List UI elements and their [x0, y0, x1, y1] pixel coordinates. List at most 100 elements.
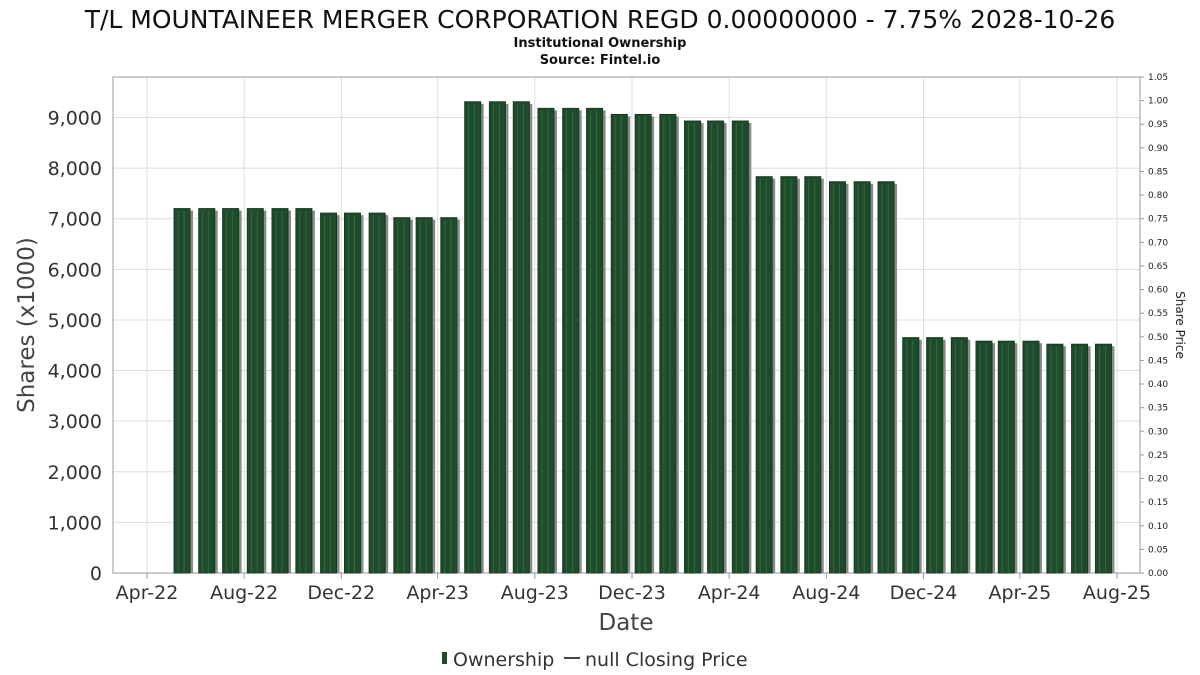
y-tick-label: 4,000	[48, 361, 102, 383]
ownership-bar	[634, 113, 655, 574]
x-tick-label: Apr-22	[116, 582, 179, 604]
ownership-bar-body	[393, 217, 411, 574]
y-tick-label-right: 0.95	[1148, 120, 1168, 130]
legend-price-label: null Closing Price	[585, 649, 748, 671]
y-tick-label: 9,000	[48, 107, 102, 129]
y-tick-label-right: 0.90	[1148, 144, 1168, 154]
y-tick-label: 8,000	[48, 158, 102, 180]
ownership-bar-body	[173, 208, 191, 574]
ownership-bar	[1071, 343, 1091, 574]
ownership-bar	[488, 101, 509, 574]
ownership-bar-body	[997, 340, 1015, 574]
ownership-bar-body	[731, 120, 749, 574]
ownership-bar	[997, 340, 1018, 574]
y-tick-label-right: 0.30	[1148, 427, 1168, 437]
ownership-bar-body	[1094, 343, 1112, 574]
y-tick-label-right: 0.40	[1148, 380, 1168, 390]
ownership-bar	[975, 340, 996, 574]
ownership-bar-body	[1046, 343, 1064, 574]
ownership-bar-body	[198, 208, 216, 574]
ownership-bar	[804, 176, 824, 574]
ownership-bar	[440, 217, 460, 574]
left-axis-ticks: 0 1,000 2,000 3,000 4,000 5,000 6,000 7,000 8,00…	[48, 107, 102, 585]
ownership-bar	[537, 107, 557, 574]
ownership-bar-body	[537, 107, 555, 574]
y-tick-label-right: 1.00	[1148, 97, 1168, 107]
ownership-bar-body	[950, 337, 968, 574]
x-tick-label: Dec-23	[598, 582, 666, 604]
x-tick-label: Dec-22	[307, 582, 375, 604]
y-tick-label: 6,000	[48, 259, 102, 281]
ownership-bar	[828, 181, 849, 574]
ownership-bar	[731, 120, 752, 574]
ownership-bar-body	[659, 113, 677, 574]
ownership-bar-body	[562, 107, 580, 574]
ownership-bar-body	[707, 120, 725, 574]
ownership-bar	[1046, 343, 1066, 574]
ownership-bar	[415, 217, 436, 574]
x-tick-label: Dec-24	[890, 582, 958, 604]
ownership-bar-body	[853, 181, 871, 574]
ownership-bar-body	[320, 212, 338, 574]
ownership-bar	[755, 176, 776, 574]
y-tick-label-right: 1.05	[1148, 73, 1168, 83]
ownership-bar	[512, 101, 533, 574]
y-tick-label-right: 0.80	[1148, 191, 1168, 201]
chart-subtitle-line-1: Institutional Ownership	[514, 36, 687, 51]
ownership-bar	[1022, 340, 1042, 574]
ownership-bar	[780, 176, 800, 574]
ownership-bar	[707, 120, 727, 574]
ownership-bar-body	[271, 208, 289, 574]
y-tick-label-right: 0.05	[1148, 545, 1168, 555]
ownership-bar-body	[975, 340, 993, 574]
y-tick-label-right: 0.45	[1148, 356, 1168, 366]
ownership-bar-body	[586, 107, 604, 574]
y-tick-label: 5,000	[48, 310, 102, 332]
ownership-bar-body	[415, 217, 433, 574]
ownership-bar	[610, 113, 631, 574]
y-tick-label-right: 0.35	[1148, 404, 1168, 414]
ownership-bar	[320, 212, 340, 574]
y-tick-label: 0	[90, 563, 102, 585]
y-tick-label-right: 0.70	[1148, 238, 1168, 248]
legend-ownership-label: Ownership	[453, 649, 554, 671]
y-tick-label: 1,000	[48, 512, 102, 534]
x-axis-label: Date	[599, 610, 654, 636]
ownership-bar	[295, 208, 315, 574]
ownership-bar	[926, 337, 946, 574]
ownership-bar-body	[610, 113, 628, 574]
y-tick-label-right: 0.25	[1148, 451, 1168, 461]
ownership-bar	[902, 337, 922, 574]
ownership-bar-body	[464, 101, 482, 574]
ownership-bar	[393, 217, 413, 574]
ownership-bar-body	[440, 217, 458, 574]
y-tick-label-right: 0.20	[1148, 475, 1168, 485]
y-tick-label: 7,000	[48, 209, 102, 231]
chart-title: T/L MOUNTAINEER MERGER CORPORATION REGD …	[84, 5, 1116, 34]
x-tick-label: Apr-24	[698, 582, 761, 604]
ownership-bar-body	[222, 208, 240, 574]
ownership-bar-body	[343, 212, 361, 574]
y-tick-label-right: 0.85	[1148, 167, 1168, 177]
y-axis-label: Shares (x1000)	[14, 237, 40, 413]
y-tick-label-right: 0.50	[1148, 333, 1168, 343]
ownership-bar-body	[246, 208, 264, 574]
y-tick-label-right: 0.75	[1148, 215, 1168, 225]
y-tick-label-right: 0.15	[1148, 498, 1168, 508]
ownership-bar	[246, 208, 267, 574]
x-tick-label: Aug-25	[1083, 582, 1151, 604]
y-tick-label-right: 0.00	[1148, 569, 1168, 579]
ownership-bar-body	[780, 176, 798, 574]
ownership-bar	[853, 181, 874, 574]
y-axis-label-right: Share Price	[1173, 291, 1187, 359]
legend: Ownership null Closing Price	[442, 649, 748, 671]
ownership-bar-body	[1022, 340, 1040, 574]
ownership-bar	[586, 107, 606, 574]
ownership-bar-body	[368, 212, 386, 574]
ownership-bar	[464, 101, 484, 574]
y-tick-label: 2,000	[48, 462, 102, 484]
x-tick-label: Apr-23	[406, 582, 469, 604]
ownership-bar-body	[512, 101, 530, 574]
